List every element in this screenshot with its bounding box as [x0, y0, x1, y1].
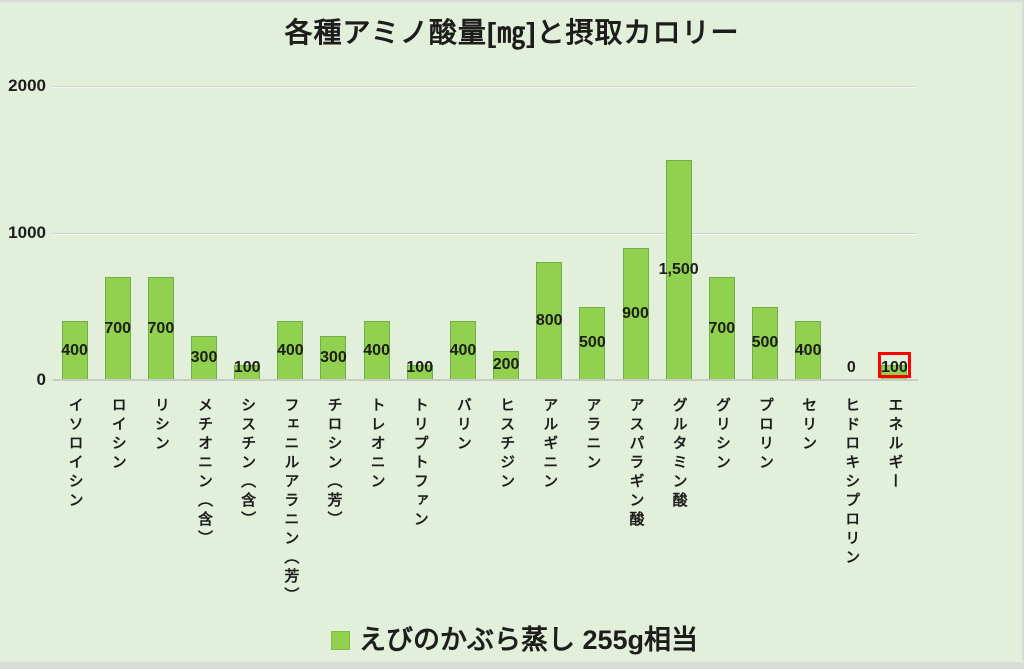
bar-value-label: 100 — [406, 359, 434, 376]
bar-value-label: 100 — [233, 359, 261, 376]
bar-value-label: 200 — [492, 356, 520, 374]
frame-edge-bottom — [0, 661, 1024, 669]
x-axis-category-label: セリン — [800, 397, 818, 454]
bar — [708, 277, 735, 380]
bar — [320, 335, 347, 380]
bar-value-label: 100 — [881, 359, 908, 376]
bar-value-label: 1,500 — [658, 260, 699, 278]
gridline-2000 — [53, 86, 916, 87]
bar-value-label: 400 — [276, 341, 304, 359]
x-axis-category-label: シスチン（含） — [239, 397, 257, 530]
bar — [277, 321, 304, 380]
bar-value-label: 400 — [449, 341, 477, 359]
x-axis-category-label: ロイシン — [109, 397, 127, 473]
bar — [579, 306, 606, 380]
y-axis-tick-label: 0 — [36, 370, 46, 389]
bar — [191, 335, 218, 380]
frame-edge-right — [1022, 0, 1024, 669]
x-axis-category-label: メチオニン（含） — [196, 397, 214, 549]
bar — [406, 365, 433, 380]
y-axis-tick-label: 2000 — [8, 76, 46, 95]
bar — [234, 365, 261, 380]
bar-value-label: 700 — [708, 319, 736, 337]
y-axis-tick-label: 1000 — [8, 223, 46, 242]
x-axis-category-label: リシン — [152, 397, 170, 454]
bar-value-label: 700 — [104, 319, 132, 337]
bar-value-label: 400 — [363, 341, 390, 359]
x-axis-category-label: グルタミン酸 — [670, 397, 688, 511]
bar-value-label: 300 — [320, 348, 347, 366]
gridline-1000 — [53, 233, 916, 234]
legend-series-label: えびのかぶら蒸し 255g相当 — [359, 625, 699, 655]
bar-value-label: 0 — [846, 359, 856, 376]
x-axis-category-label: ヒドロキシプロリン — [843, 397, 861, 568]
x-axis-category-label: プロリン — [756, 397, 774, 473]
bar — [493, 350, 520, 380]
bar-value-label: 300 — [190, 348, 218, 366]
x-axis-category-label: アスパラギン酸 — [627, 397, 645, 530]
chart-title: 各種アミノ酸量[㎎]と摂取カロリー — [284, 17, 740, 48]
x-axis-category-label: トレオニン — [368, 397, 386, 492]
x-axis-category-label: チロシン（芳） — [325, 397, 343, 530]
bar — [751, 306, 778, 380]
bar-value-label: 400 — [794, 341, 822, 359]
bar — [665, 159, 692, 380]
bar-value-label: 700 — [147, 319, 175, 337]
bar-value-label: 800 — [535, 312, 563, 330]
highlight-box — [878, 352, 912, 378]
bar — [363, 321, 390, 380]
x-axis-category-label: フェニルアラニン（芳） — [282, 397, 300, 606]
bar-value-label: 500 — [579, 334, 606, 352]
bar-value-label: 400 — [61, 341, 88, 359]
frame-edge-top — [0, 0, 1024, 2]
bar-value-label: 900 — [622, 304, 649, 322]
x-axis-category-label: アラニン — [584, 397, 602, 473]
bar — [536, 262, 563, 380]
x-axis-line — [53, 379, 918, 381]
bar — [795, 321, 822, 380]
bar — [147, 277, 174, 380]
bar — [104, 277, 131, 380]
bar — [622, 247, 649, 380]
bar — [61, 321, 88, 380]
x-axis-category-label: グリシン — [713, 397, 731, 473]
x-axis-category-label: トリプトファン — [411, 397, 429, 530]
legend-swatch-icon — [331, 631, 350, 650]
bar-value-label: 500 — [751, 334, 779, 352]
x-axis-category-label: アルギニン — [541, 397, 559, 492]
x-axis-category-label: バリン — [454, 397, 472, 454]
bar — [449, 321, 476, 380]
legend: えびのかぶら蒸し 255g相当 — [331, 624, 698, 656]
x-axis-category-label: エネルギー — [886, 397, 904, 492]
x-axis-category-label: ヒスチジン — [498, 397, 516, 492]
x-axis-category-label: イソロイシン — [66, 397, 84, 511]
